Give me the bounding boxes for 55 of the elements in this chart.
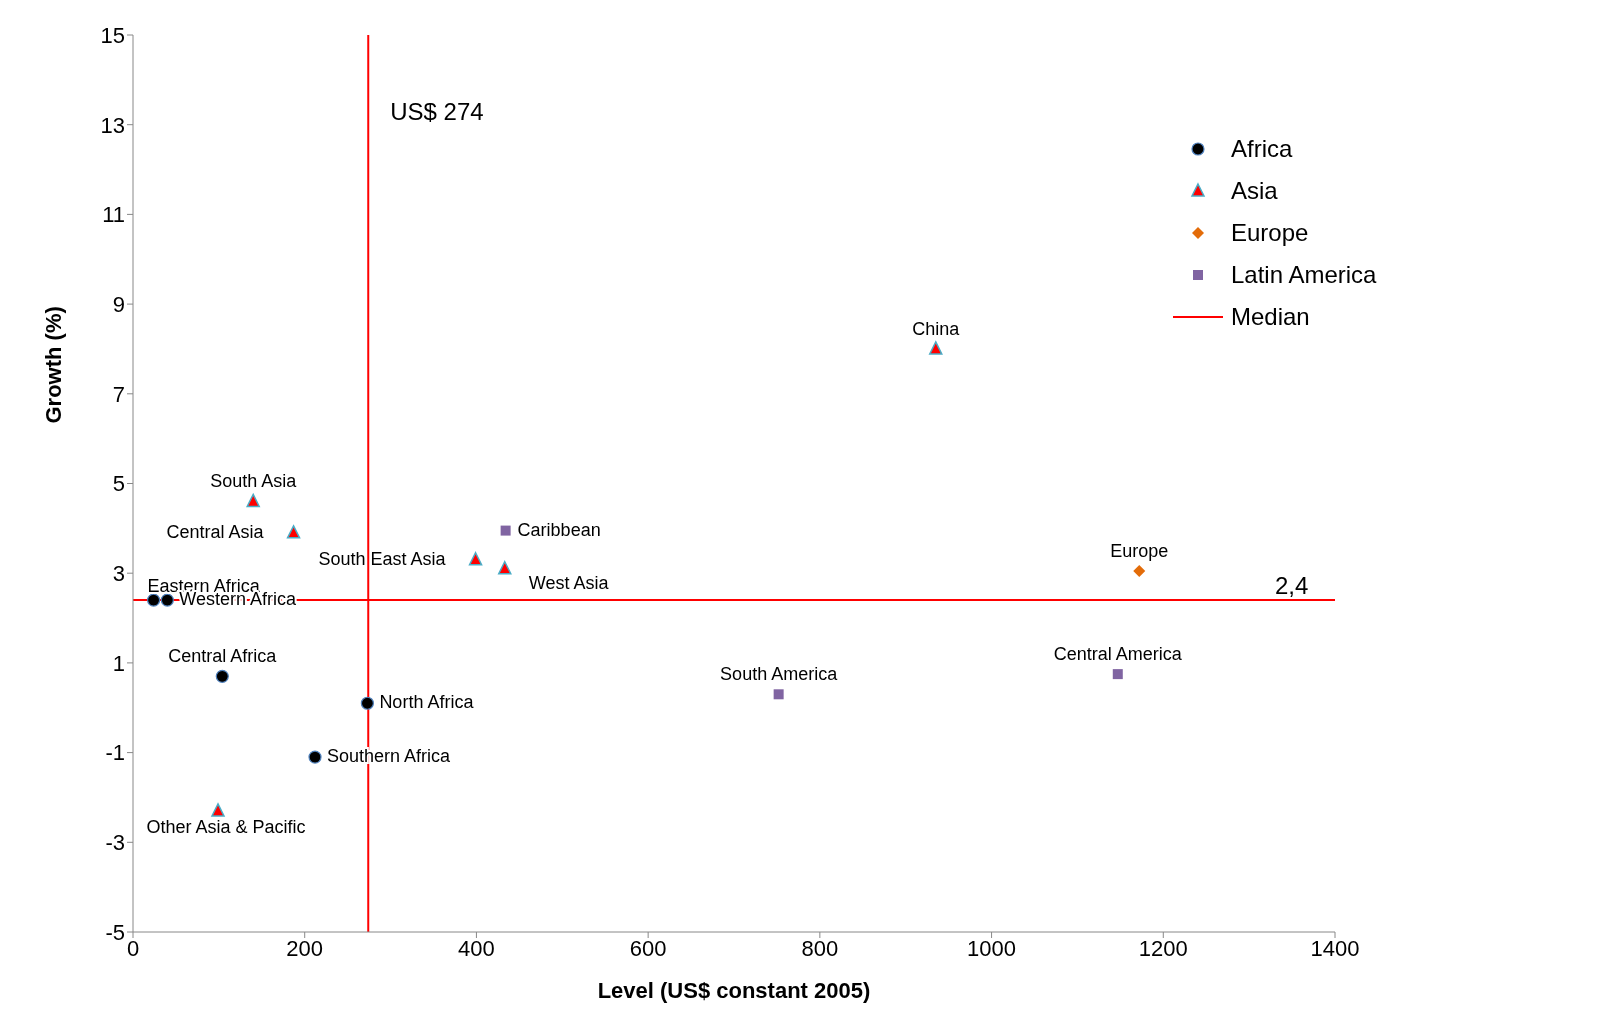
point bbox=[147, 593, 161, 607]
legend-label: Europe bbox=[1231, 219, 1309, 247]
point bbox=[246, 493, 260, 508]
x-tick-label: 0 bbox=[126, 935, 140, 961]
ref-line-label: US$ 274 bbox=[390, 98, 484, 125]
point bbox=[160, 593, 174, 607]
x-tick-label: 200 bbox=[286, 935, 324, 961]
data-label: South East Asia bbox=[318, 548, 447, 569]
y-tick-label: 15 bbox=[100, 22, 125, 48]
y-tick-label: 5 bbox=[112, 471, 125, 497]
data-label: West Asia bbox=[528, 572, 610, 593]
x-axis-title: Level (US$ constant 2005) bbox=[597, 978, 871, 1003]
annotation: Median bbox=[1231, 303, 1310, 331]
data-label: Europe bbox=[1110, 540, 1169, 561]
y-tick-label: -1 bbox=[105, 740, 125, 766]
y-tick-label: 11 bbox=[102, 202, 125, 228]
legend-label: Africa bbox=[1231, 135, 1293, 163]
point bbox=[468, 552, 483, 566]
data-label: Other Asia & Pacific bbox=[146, 816, 306, 837]
point bbox=[286, 525, 301, 539]
x-tick-label: 1000 bbox=[967, 935, 1017, 961]
y-tick-label: 7 bbox=[112, 381, 125, 407]
y-tick-label: 1 bbox=[112, 650, 125, 676]
data-label: South Asia bbox=[210, 471, 298, 492]
x-tick-label: 600 bbox=[629, 935, 667, 961]
data-label: Central Asia bbox=[166, 521, 265, 542]
y-tick-label: -3 bbox=[105, 830, 125, 856]
x-tick-label: 400 bbox=[458, 935, 495, 961]
point bbox=[498, 560, 512, 575]
point bbox=[211, 803, 225, 817]
y-tick-label: 9 bbox=[112, 291, 125, 317]
point bbox=[929, 341, 943, 355]
point bbox=[500, 525, 511, 536]
x-tick-label: 800 bbox=[801, 935, 839, 961]
data-label: South America bbox=[720, 664, 839, 685]
point bbox=[308, 750, 322, 764]
y-tick-label: -5 bbox=[105, 919, 125, 945]
x-tick-label: 1200 bbox=[1138, 935, 1188, 961]
y-tick-label: 13 bbox=[100, 112, 125, 138]
data-label: North Africa bbox=[379, 692, 475, 713]
point bbox=[1112, 669, 1123, 680]
point bbox=[215, 669, 229, 683]
x-tick-label: 1400 bbox=[1310, 935, 1360, 961]
legend-label: Asia bbox=[1231, 177, 1278, 205]
legend-label: Latin America bbox=[1231, 261, 1377, 289]
y-axis-title: Growth (%) bbox=[40, 306, 66, 424]
point bbox=[1133, 564, 1146, 577]
data-label: Central Africa bbox=[168, 646, 278, 667]
y-tick-label: 3 bbox=[112, 561, 125, 587]
data-label: Central America bbox=[1053, 644, 1183, 665]
point bbox=[773, 689, 784, 700]
data-label: Caribbean bbox=[517, 519, 601, 540]
ref-line-label: 2,4 bbox=[1275, 572, 1309, 600]
point bbox=[360, 696, 374, 710]
data-label: China bbox=[912, 318, 961, 339]
